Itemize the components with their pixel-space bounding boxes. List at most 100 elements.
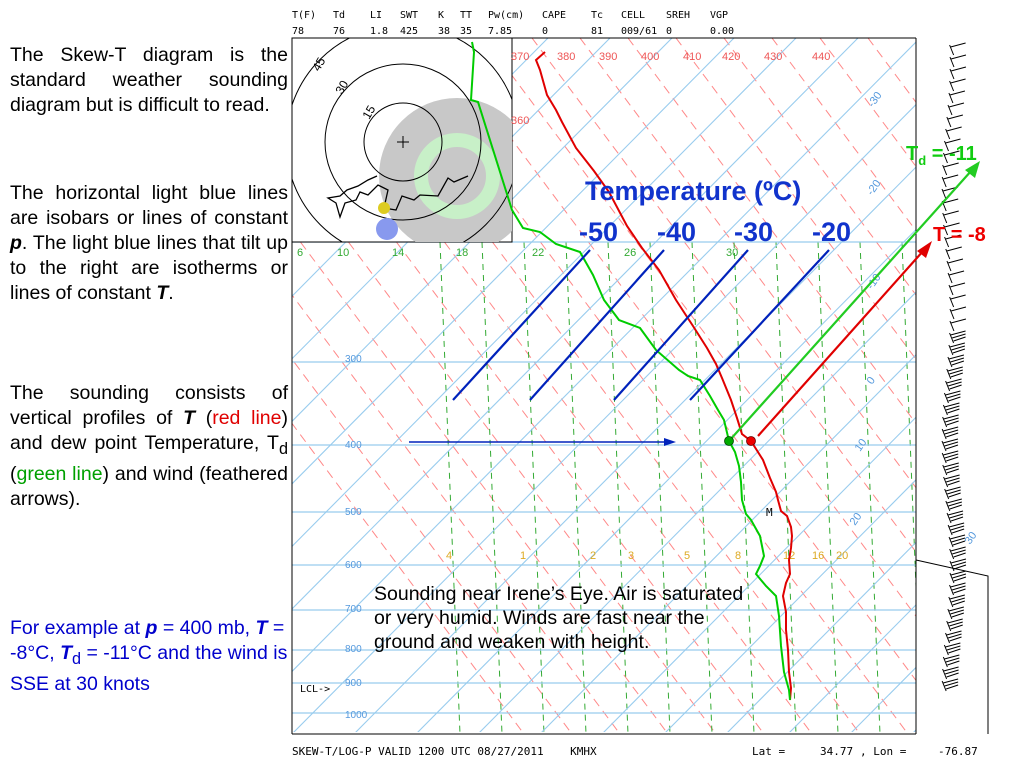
wind-barb-feather	[950, 558, 967, 564]
green-line-label: green line	[16, 462, 103, 485]
wind-barb-feather	[943, 414, 959, 420]
header-label: SWT	[400, 10, 418, 21]
wind-barb-feather	[952, 348, 966, 354]
wind-barb-feather	[949, 90, 966, 96]
wind-barb-staff	[949, 332, 955, 344]
wind-barb-staff	[941, 680, 947, 692]
isotherm-line	[293, 103, 916, 732]
guide-minus-30	[613, 249, 749, 401]
wind-barb-feather	[948, 396, 961, 402]
td-label-value: = -11	[926, 143, 977, 165]
wind-barb-feather	[945, 486, 961, 492]
header-label: T(F)	[292, 10, 316, 21]
pressure-label: 1000	[345, 710, 368, 721]
wind-barb-feather	[952, 561, 967, 567]
pressure-label: 700	[345, 604, 362, 615]
intro-paragraph: The Skew-T diagram is the standard weath…	[10, 43, 288, 130]
pressure-label: 400	[345, 440, 362, 451]
wind-barb-feather	[945, 477, 960, 483]
wind-barb-feather	[953, 576, 967, 582]
td-point	[724, 436, 734, 446]
mixing-label-bottom: 1	[520, 550, 526, 562]
wind-barb-feather	[943, 162, 959, 168]
wind-barb-feather	[944, 222, 960, 228]
isotherm-line	[292, 38, 735, 485]
wind-barb-feather	[950, 582, 966, 588]
wind-barb-staff	[942, 212, 948, 224]
theta-label: 430	[764, 51, 782, 63]
wind-barb-staff	[948, 284, 954, 296]
wind-barb-staff	[945, 380, 951, 392]
guide-minus-20	[689, 249, 830, 401]
sounding-symbol-t: T	[183, 407, 195, 429]
mixing-ratio-line	[607, 241, 629, 732]
theta-label: 440	[812, 51, 830, 63]
isobars	[292, 241, 916, 714]
wind-barb-feather	[947, 510, 964, 516]
wind-barb-feather	[943, 198, 959, 204]
theta-label: 360	[511, 115, 529, 127]
isobar-symbol-p: p	[10, 232, 22, 254]
wind-barb-staff	[942, 464, 948, 476]
isotherm-label: -10	[865, 272, 884, 292]
wind-barb-staff	[941, 440, 947, 452]
header-value: 76	[333, 26, 345, 37]
wind-barb-feather	[944, 441, 959, 447]
wind-barb-feather	[948, 102, 965, 108]
wind-barb-feather	[951, 360, 965, 366]
pressure-label: 600	[345, 560, 362, 571]
temperature-heading: Temperature (ºC)	[585, 176, 801, 206]
isotherm-line	[355, 166, 916, 732]
wind-barb-feather	[945, 432, 959, 438]
mixing-label-top: 6	[297, 247, 303, 259]
wind-barb-staff	[949, 296, 955, 308]
wind-barb-feather	[950, 357, 965, 363]
wind-barb-feather	[948, 501, 962, 507]
theta-label: 400	[641, 51, 659, 63]
wind-barb-feather	[948, 354, 965, 360]
wind-barb-staff	[942, 404, 948, 416]
wind-barb-staff	[948, 92, 954, 104]
header-label: K	[438, 10, 444, 21]
mixing-ratio-line	[691, 241, 713, 732]
isotherm-symbol-t: T	[156, 282, 169, 304]
wind-barb-feather	[950, 66, 967, 72]
intro-text: The Skew-T diagram is the standard weath…	[10, 44, 288, 116]
header-label: LI	[370, 10, 382, 21]
header-label: Pw(cm)	[488, 10, 524, 21]
wind-barb-feather	[946, 672, 959, 678]
wind-barb-feather	[949, 384, 962, 390]
wind-barb-staff	[949, 572, 955, 584]
guide-minus-50	[452, 249, 591, 401]
pressure-label: 900	[345, 678, 362, 689]
wind-barb-feather	[943, 462, 959, 468]
example-p: p	[145, 617, 158, 639]
red-line-label: red line	[212, 407, 282, 429]
wind-barb-staff	[942, 164, 948, 176]
pressure-label: 300	[345, 354, 362, 365]
example-td: T	[60, 642, 72, 664]
temp-value-minus-20: -20	[812, 217, 851, 247]
isotherm-label: 0	[865, 375, 878, 387]
t-point	[746, 436, 756, 446]
hodograph-ring-15	[363, 102, 443, 182]
mixing-ratio-line	[859, 241, 881, 732]
mixing-label-bottom: 4	[446, 550, 452, 562]
wind-barb-staff	[948, 596, 954, 608]
wind-barb-feather	[946, 468, 959, 474]
temp-value-minus-30: -30	[734, 217, 773, 247]
header-label: TT	[460, 10, 472, 21]
mixing-label-top: 30	[726, 247, 738, 259]
example-sub: d	[71, 649, 82, 668]
hodograph-yellow-dot	[378, 202, 390, 214]
isobar-text-c: .	[168, 282, 174, 304]
isotherm-line	[292, 41, 916, 673]
isobar-text-a: The horizontal light blue lines are isob…	[10, 182, 288, 229]
wind-barb-feather	[945, 138, 961, 144]
wind-barb-feather	[950, 372, 963, 378]
wind-barb-feather	[946, 378, 962, 384]
isotherm-label: -20	[865, 178, 884, 198]
t-label: T = -8	[933, 224, 986, 246]
hodograph-label-30: 30	[332, 78, 351, 97]
